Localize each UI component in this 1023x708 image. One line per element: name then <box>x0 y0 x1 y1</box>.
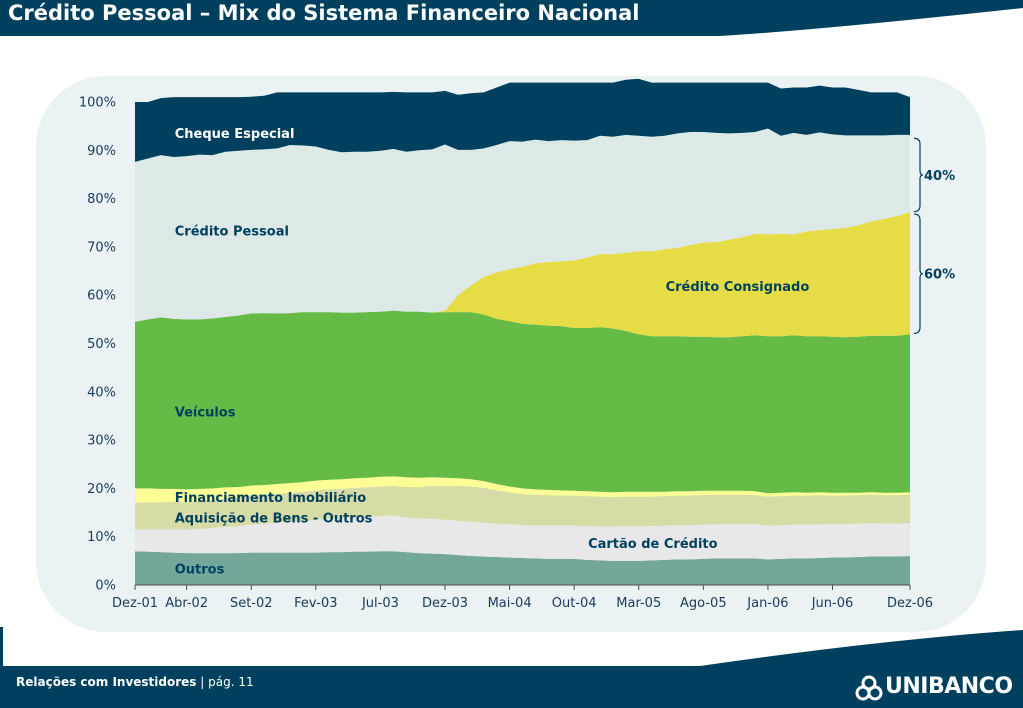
page-title: Crédito Pessoal – Mix do Sistema Finance… <box>8 1 640 25</box>
area-cheque-especial <box>135 78 910 162</box>
x-tick-label: Dez-03 <box>422 596 468 611</box>
series-label-veiculos: Veículos <box>175 406 236 421</box>
series-label-credito-consignado: Crédito Consignado <box>666 280 810 295</box>
title-bar <box>0 0 1023 36</box>
footer-label: Relações com Investidores | pág. 11 <box>16 675 254 689</box>
y-tick-label: 80% <box>87 192 116 207</box>
series-label-credito-pessoal: Crédito Pessoal <box>175 224 289 239</box>
footer-page-number: pág. 11 <box>208 675 254 689</box>
x-tick-label: Dez-01 <box>112 596 158 611</box>
series-label-cheque-especial: Cheque Especial <box>175 127 295 142</box>
area-credito-consignado <box>135 212 910 338</box>
unibanco-wordmark: UNIBANCO <box>885 674 1013 699</box>
y-tick-label: 50% <box>87 337 116 352</box>
series-label-outros: Outros <box>175 563 225 578</box>
x-tick-label: Out-04 <box>552 596 597 611</box>
series-label-financiamento-imobiliario: Financiamento Imobiliário <box>175 491 366 506</box>
area-financiamento-imobiliario <box>135 476 910 503</box>
x-tick-label: Jul-03 <box>361 596 399 611</box>
series-label-aquisicao-de-bens-outros: Aquisição de Bens - Outros <box>175 511 373 526</box>
area-outros <box>135 551 910 585</box>
series-label-cartao-de-credito: Cartão de Crédito <box>588 537 718 552</box>
area-credito-pessoal <box>135 128 910 322</box>
unibanco-logo-icon <box>855 675 883 701</box>
area-aquisicao-de-bens-outros <box>135 485 910 530</box>
unibanco-logo: UNIBANCO <box>855 672 1020 704</box>
bracket-label: 40% <box>924 169 955 184</box>
bracket-40 <box>913 137 924 213</box>
y-tick-label: 30% <box>87 434 116 449</box>
y-tick-label: 20% <box>87 482 116 497</box>
x-tick-label: Jan-06 <box>746 596 788 611</box>
y-tick-label: 0% <box>95 579 116 594</box>
area-cartao-de-credito <box>135 515 910 561</box>
footer-separator: | <box>200 675 205 689</box>
y-tick-label: 40% <box>87 385 116 400</box>
x-tick-label: Ago-05 <box>680 596 727 611</box>
x-tick-label: Set-02 <box>230 596 273 611</box>
y-tick-label: 10% <box>87 530 116 545</box>
y-tick-label: 100% <box>79 96 116 111</box>
footer-section: Relações com Investidores <box>16 675 197 689</box>
bracket-60 <box>913 213 924 334</box>
x-tick-label: Mar-05 <box>616 596 661 611</box>
x-tick-label: Jun-06 <box>811 596 854 611</box>
x-tick-label: Mai-04 <box>488 596 532 611</box>
bracket-label: 60% <box>924 268 955 283</box>
x-tick-label: Abr-02 <box>165 596 208 611</box>
y-tick-label: 70% <box>87 240 116 255</box>
y-tick-label: 90% <box>87 144 116 159</box>
area-veiculos <box>135 310 910 494</box>
x-tick-label: Dez-06 <box>887 596 933 611</box>
x-tick-label: Fev-03 <box>294 596 337 611</box>
y-tick-label: 60% <box>87 289 116 304</box>
